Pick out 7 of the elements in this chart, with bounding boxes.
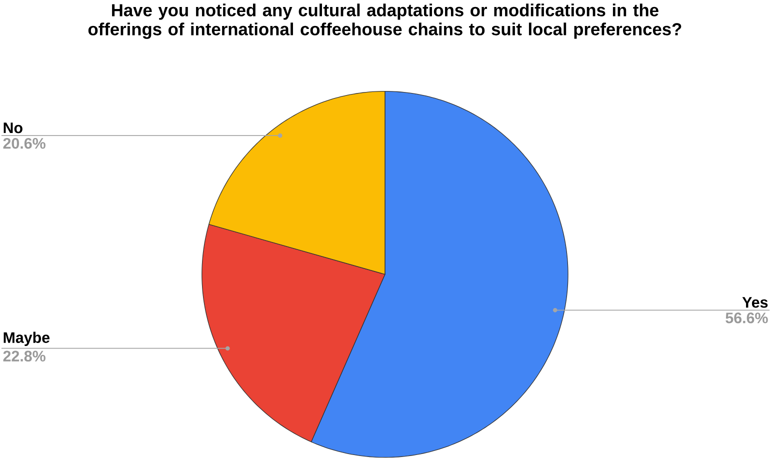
slice-label: Maybe [4, 332, 50, 346]
slice-label: No [4, 122, 22, 134]
slice-label: Yes [742, 297, 768, 308]
data-label: 56.6% [726, 312, 768, 324]
data-label: 20.6% [3, 138, 46, 149]
data-label: 22.8% [3, 350, 46, 362]
chart-title: Have you noticed any cultural adaptations or modifications in the offerings of international coffeehouse chains to suit local preferences? [88, 4, 682, 40]
